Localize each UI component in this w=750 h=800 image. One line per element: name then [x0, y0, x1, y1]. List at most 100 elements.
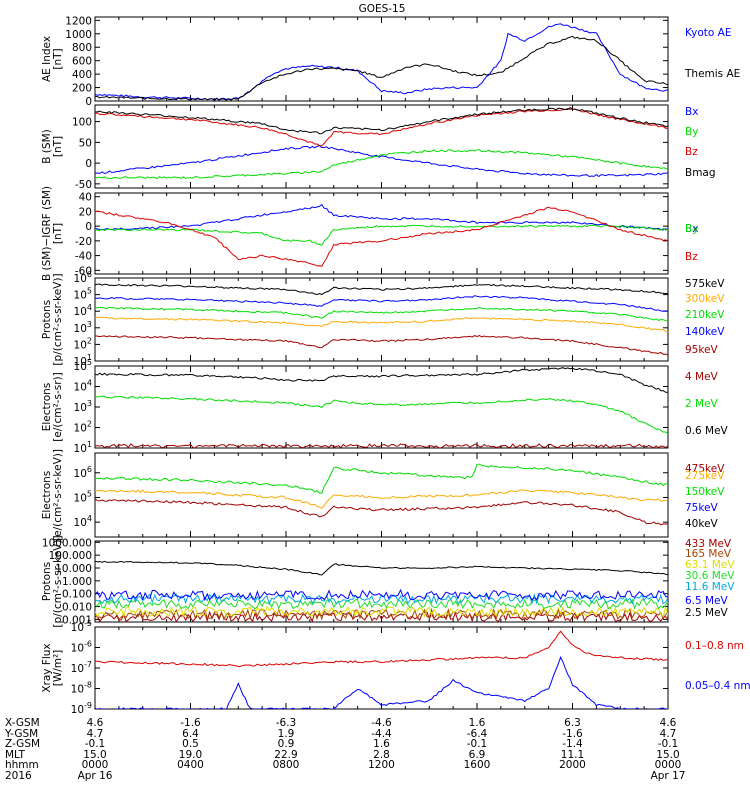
y-tick-label: -40	[75, 251, 92, 263]
panel-protons_mev: 1000.000100.00010.0001.0000.1000.0100.00…	[41, 535, 735, 627]
x-axis-value: 11.1	[561, 749, 584, 761]
y-tick-label: 0.010	[62, 602, 92, 614]
y-tick-label: 104	[74, 303, 92, 318]
figure-title: GOES-15	[359, 3, 406, 15]
series-line-2-5-mev	[95, 560, 668, 576]
y-tick-label: 10-9	[71, 701, 92, 716]
y-tick-label: 0	[85, 221, 92, 233]
series-line-bx	[95, 203, 668, 231]
y-tick-label: 1200	[65, 15, 92, 27]
y-tick-label: 1000.000	[42, 537, 92, 549]
legend-label: 0.05–0.4 nm	[685, 680, 750, 692]
legend-label: Bx	[685, 223, 698, 235]
x-axis-value: 19.0	[179, 749, 202, 761]
legend-label: By	[685, 126, 698, 138]
panel-frame	[94, 365, 669, 449]
y-tick-label: 1.000	[62, 576, 92, 588]
x-axis-value: -1.6	[180, 717, 201, 729]
x-axis-value: Apr 17	[651, 770, 686, 782]
y-tick-label: 102	[74, 336, 92, 351]
y-tick-label: 0.001	[62, 614, 92, 626]
series-line-bmag	[95, 106, 668, 135]
y-axis-label: [p/(cm²-s-sr-keV)]	[52, 535, 64, 627]
x-axis-value: -0.1	[467, 738, 488, 750]
y-axis-label: Xray Flux	[41, 643, 53, 692]
y-tick-label: 104	[74, 379, 92, 394]
series-line-11-6-mev	[95, 593, 668, 606]
x-axis-value: 1200	[368, 759, 395, 771]
legend-label: 0.1–0.8 nm	[685, 640, 744, 652]
legend-label: 300keV	[685, 293, 725, 305]
x-axis-value: 0.5	[182, 738, 199, 750]
y-tick-label: 200	[72, 83, 92, 95]
legend-label: 165 MeV	[685, 548, 732, 560]
series-line-165-mev	[95, 607, 668, 621]
legend-label: 63.1 MeV	[685, 559, 735, 571]
x-axis-value: 0800	[273, 759, 300, 771]
panel-frame	[94, 452, 669, 538]
y-tick-label: 100.000	[49, 550, 92, 562]
y-tick-label: 106	[74, 270, 92, 285]
y-tick-label: -20	[75, 236, 92, 248]
x-axis-value: Apr 16	[78, 770, 113, 782]
x-axis-value: -4.6	[371, 717, 392, 729]
series-line-475kev	[95, 498, 668, 526]
series-line-0-05-0-4-nm	[95, 656, 668, 709]
panel-xray: 10-5 10-6 10-7 10-8 10-9 Xray Flux [W/m²] 0.1–0…	[41, 619, 750, 716]
y-axis-label: Protons	[41, 562, 53, 601]
series-line-bz	[95, 107, 668, 147]
series-line-275kev	[95, 489, 668, 509]
series-line-300kev	[95, 316, 668, 333]
y-tick-label: 10-7	[71, 660, 92, 675]
x-axis-value: -4.4	[371, 728, 392, 740]
x-axis-row-label: X-GSM	[5, 717, 40, 729]
y-tick-label: 400	[72, 69, 92, 81]
x-axis-value: 1.6	[469, 717, 486, 729]
x-axis-value: 6.3	[564, 717, 581, 729]
legend-label: 4 MeV	[685, 371, 719, 383]
panel-frame	[94, 626, 669, 710]
y-tick-label: -60	[75, 265, 92, 277]
legend-label: 75keV	[685, 502, 719, 514]
y-axis-label: [W/m²]	[52, 650, 64, 687]
x-axis-value: 1600	[464, 759, 491, 771]
legend-label: 210keV	[685, 309, 725, 321]
y-tick-label: 103	[74, 399, 92, 414]
legend-label: 95keV	[685, 344, 719, 356]
legend-label: Bz	[685, 251, 698, 263]
y-tick-label: 101	[74, 440, 92, 455]
series-line-6-5-mev	[95, 588, 668, 602]
series-line-themis-ae	[95, 35, 668, 101]
x-axis-value: -0.1	[85, 738, 106, 750]
x-axis-value: 6.4	[182, 728, 199, 740]
legend-label: Bx	[685, 106, 698, 118]
y-tick-label: 105	[74, 489, 92, 504]
y-tick-label: 0	[85, 96, 92, 108]
legend-label: Bmag	[685, 167, 716, 179]
x-axis-value: 4.7	[87, 728, 104, 740]
legend-label: Bz	[685, 146, 698, 158]
y-tick-label: 104	[74, 514, 92, 529]
series-line-0-6-mev	[95, 367, 668, 393]
legend-label: By	[685, 223, 698, 235]
x-axis-value: 0.9	[278, 738, 295, 750]
x-axis-value: 15.0	[656, 749, 679, 761]
series-line-by	[95, 224, 668, 246]
y-tick-label: 10-5	[71, 619, 92, 634]
y-tick-label: 20	[79, 206, 92, 218]
y-tick-label: 105	[74, 287, 92, 302]
y-tick-label: -50	[75, 179, 92, 191]
panel-electrons_kev: 106 105 104 Electrons [e/(cm²-s-sr-keV)] 475k…	[41, 449, 725, 541]
x-axis-value: -0.1	[658, 738, 679, 750]
y-axis-label: Protons	[41, 300, 53, 339]
y-axis-label: [e/(cm²-s-sr)]	[52, 372, 64, 441]
x-axis-value: 15.0	[83, 749, 106, 761]
y-tick-label: 10-6	[71, 640, 92, 655]
series-line-63-1-mev	[95, 605, 668, 619]
series-line-575kev	[95, 283, 668, 296]
x-axis-value: -1.4	[562, 738, 583, 750]
series-line-kyoto-ae	[95, 23, 668, 101]
series-line-by	[95, 149, 668, 180]
